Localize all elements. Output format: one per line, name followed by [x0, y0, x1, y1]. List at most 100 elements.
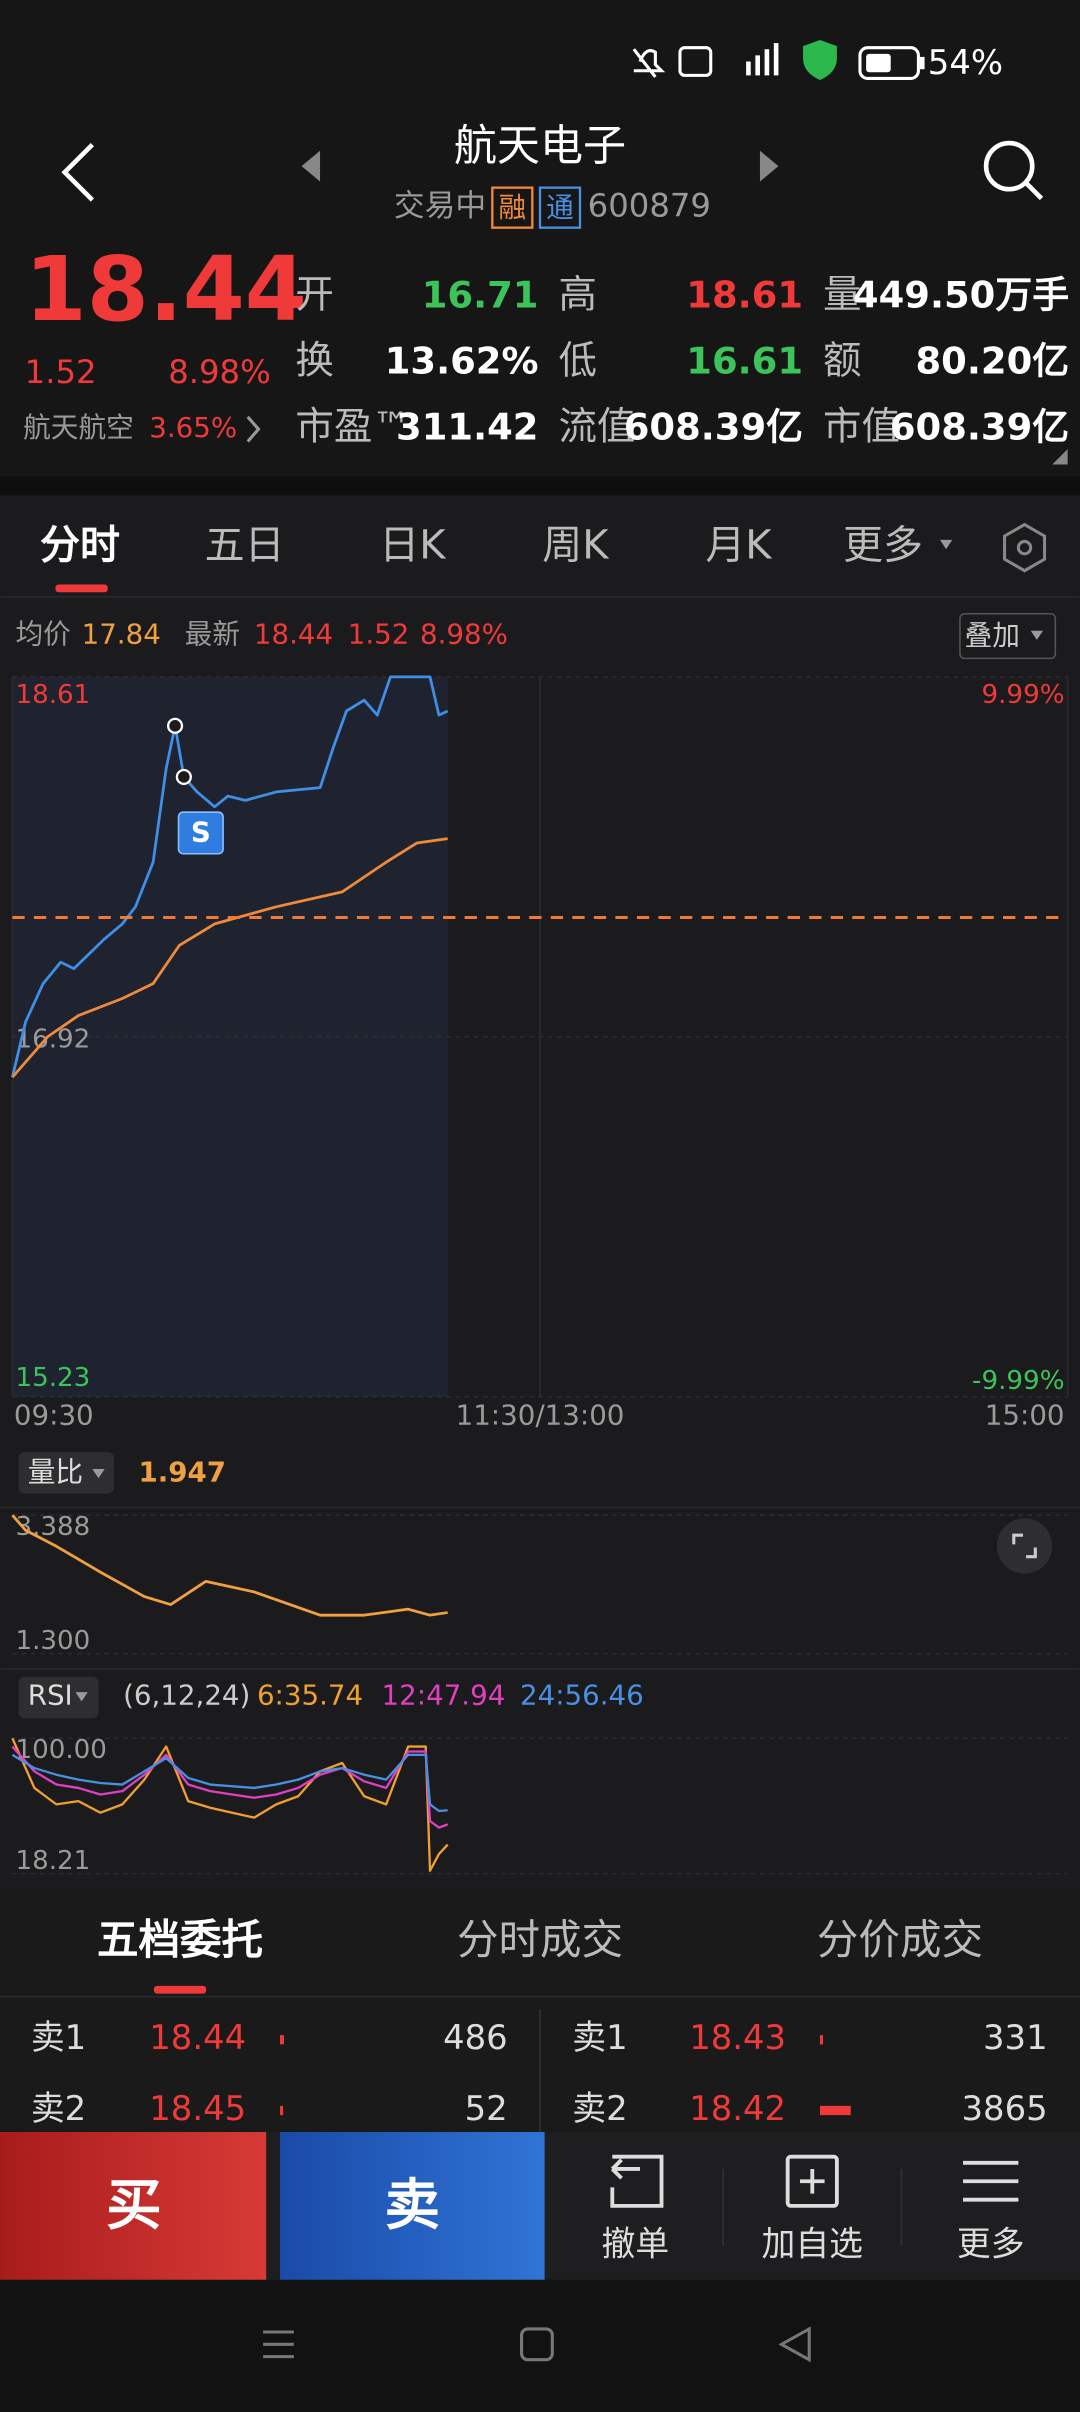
active-order-tab — [153, 1985, 207, 1994]
order-price: 18.42 — [689, 2089, 786, 2128]
price-change: 1.52 — [25, 353, 97, 391]
stat-value: 13.62% — [385, 340, 539, 383]
prev-stock[interactable] — [301, 150, 321, 182]
order-tab[interactable]: 分价成交 — [817, 1915, 983, 1964]
fullscreen-button[interactable] — [996, 1518, 1053, 1574]
x-tick-label: 11:30/13:00 — [456, 1399, 625, 1432]
order-volume: 52 — [465, 2089, 508, 2128]
chart-tab[interactable]: 分时 — [40, 523, 120, 569]
series-line — [11, 675, 449, 1078]
fullscreen-icon — [1012, 1533, 1037, 1559]
y-tick-label: 15.23 — [15, 1363, 90, 1393]
volume-bar — [819, 2105, 851, 2116]
latest-label: 最新 — [185, 617, 240, 650]
order-price: 18.45 — [149, 2089, 246, 2128]
y-tick-label: 3.388 — [15, 1512, 90, 1542]
settings-button[interactable] — [1003, 522, 1047, 573]
x-tick-label: 15:00 — [985, 1399, 1065, 1432]
stat-label: 高 — [558, 272, 596, 317]
stat-value: 608.39亿 — [624, 406, 803, 449]
dropdown-arrow — [939, 539, 953, 550]
y-tick-label: 18.21 — [15, 1846, 90, 1876]
stock-name: 航天电子 — [454, 122, 626, 172]
avg-label: 均价 — [15, 617, 70, 650]
overlay-label[interactable]: 叠加 — [965, 619, 1020, 652]
order-label: 卖1 — [572, 2018, 627, 2057]
sector-arrow[interactable] — [246, 415, 261, 443]
settings-dot — [1016, 539, 1033, 556]
avg-price: 17.84 — [82, 617, 161, 650]
chart-tab[interactable]: 日K — [379, 523, 447, 569]
status-icons — [632, 39, 925, 80]
sell-marker-label: S — [191, 816, 211, 849]
active-tab-indicator — [55, 584, 108, 593]
volume-ratio-value: 1.947 — [139, 1456, 227, 1489]
action-label[interactable]: 撤单 — [602, 2224, 670, 2263]
y-tick-label: 16.92 — [15, 1024, 90, 1054]
nav-icons[interactable] — [263, 2326, 811, 2363]
order-label: 卖2 — [572, 2089, 627, 2128]
order-tab[interactable]: 分时成交 — [457, 1915, 623, 1964]
stat-value: 449.50万手 — [853, 273, 1069, 316]
order-volume: 3865 — [962, 2089, 1048, 2128]
series-line — [11, 837, 448, 1079]
indicator-label: RSI — [28, 1679, 73, 1712]
order-volume: 331 — [983, 2018, 1048, 2057]
stat-label: 量 — [823, 272, 861, 317]
trade-point — [166, 717, 184, 734]
stat-label: 流值 — [558, 405, 635, 450]
order-price: 18.44 — [149, 2018, 246, 2057]
series-line — [11, 1737, 449, 1872]
tag: 融 — [498, 191, 526, 224]
rsi-button[interactable] — [18, 1676, 99, 1719]
dropdown-arrow — [1030, 630, 1044, 640]
y-tick-label: 100.00 — [15, 1735, 106, 1765]
pct-top: 9.99% — [982, 680, 1065, 710]
chart-tab[interactable]: 周K — [542, 523, 610, 569]
stat-label: 市盈™ — [295, 405, 410, 450]
back-button[interactable] — [61, 142, 94, 202]
stat-label: 市值 — [823, 405, 900, 450]
dropdown-arrow — [92, 1469, 105, 1479]
y-tick-label: 18.61 — [15, 680, 90, 710]
pct-bottom: -9.99% — [972, 1366, 1064, 1396]
series-line — [11, 1514, 448, 1617]
order-volume: 486 — [443, 2018, 508, 2057]
trading-status: 交易中 — [394, 188, 486, 224]
stat-label: 换 — [295, 339, 333, 384]
last-price: 18.44 — [25, 238, 307, 342]
volume-bar — [280, 2105, 284, 2116]
order-price: 18.43 — [689, 2018, 786, 2057]
volume-ratio-button[interactable] — [18, 1452, 114, 1494]
stat-value: 608.39亿 — [890, 406, 1069, 449]
order-label: 卖1 — [31, 2018, 86, 2057]
rsi-reading: 24:56.46 — [520, 1679, 644, 1712]
nav-bg — [0, 2279, 1080, 2412]
search-button[interactable] — [983, 140, 1044, 201]
latest-price: 18.44 — [254, 617, 333, 650]
sell-label[interactable]: 卖 — [385, 2174, 440, 2238]
stock-code: 600879 — [588, 187, 711, 225]
buy-button[interactable] — [0, 2132, 267, 2280]
chart-tab[interactable]: 五日 — [205, 523, 285, 569]
tag-box — [491, 186, 534, 229]
volume-bar — [819, 2035, 824, 2045]
chart-tab[interactable]: 更多 — [843, 523, 923, 569]
rsi-reading: 6:35.74 — [257, 1679, 363, 1712]
buy-label[interactable]: 买 — [106, 2174, 161, 2238]
sell-button[interactable] — [280, 2132, 545, 2280]
next-stock[interactable] — [759, 150, 779, 182]
chart-tab[interactable]: 月K — [705, 523, 773, 569]
stat-label: 额 — [823, 339, 861, 384]
order-tab[interactable]: 五档委托 — [97, 1915, 263, 1964]
overlay-button[interactable] — [959, 612, 1057, 660]
volume-bar — [280, 2035, 284, 2045]
series-line — [11, 1753, 448, 1813]
trade-point — [175, 768, 192, 786]
action-label[interactable]: 加自选 — [762, 2224, 863, 2263]
sell-marker[interactable] — [177, 811, 224, 855]
action-label[interactable]: 更多 — [957, 2224, 1025, 2263]
